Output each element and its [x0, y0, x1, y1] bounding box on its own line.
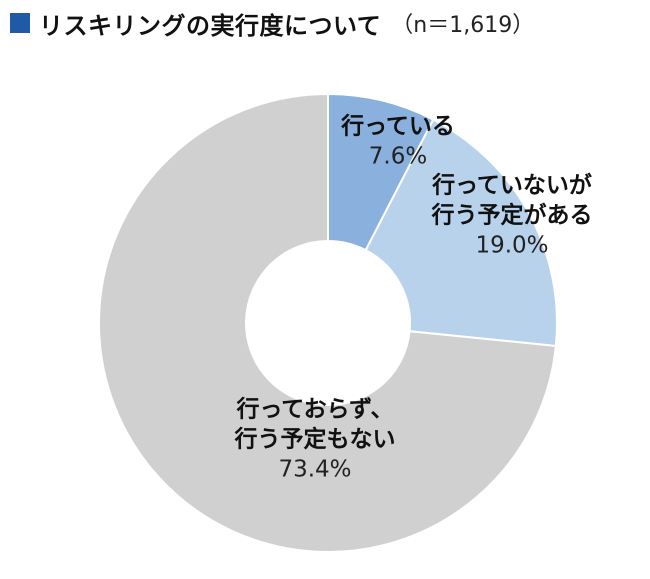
- title-square-icon: [10, 13, 30, 33]
- slice-not-planning: [98, 92, 557, 553]
- slice-value-label: 19.0%: [475, 233, 548, 259]
- slices-layer: [98, 92, 558, 553]
- slice-value-label: 7.6%: [369, 144, 427, 170]
- sample-size-label: （n＝1,619）: [391, 13, 535, 38]
- slice-category-label: 行う予定もない: [234, 426, 396, 453]
- slice-category-label: 行っている: [340, 113, 455, 140]
- chart-title-text: リスキリングの実行度について: [39, 11, 382, 40]
- slice-category-label: 行っておらず、: [235, 396, 393, 423]
- chart-title: リスキリングの実行度について （n＝1,619）: [10, 6, 534, 40]
- slice-planning: [364, 118, 558, 348]
- slice-not-planning-label: 行っておらず、行う予定もない 73.4%: [234, 396, 396, 483]
- slice-category-label: 行っていないが: [431, 172, 592, 199]
- slice-category-label: 行う予定がある: [431, 202, 593, 229]
- slice-doing-label: 行っている 7.6%: [340, 113, 455, 170]
- slice-value-label: 73.4%: [278, 457, 351, 483]
